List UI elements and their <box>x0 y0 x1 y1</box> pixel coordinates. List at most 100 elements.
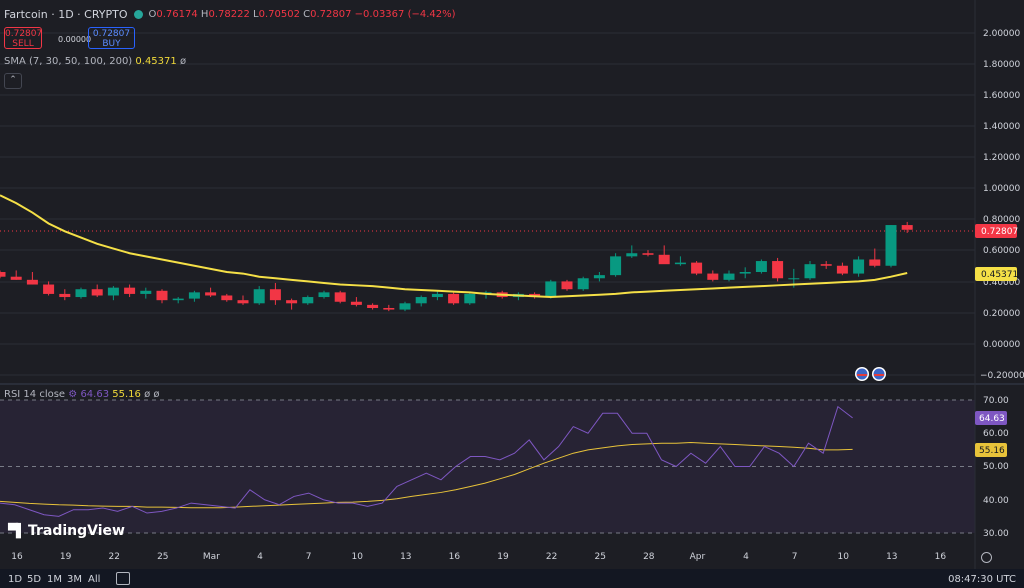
candle[interactable] <box>269 289 281 301</box>
rsi-settings-icon[interactable]: ⚙ <box>68 389 78 400</box>
candle[interactable] <box>334 292 346 302</box>
candle[interactable] <box>707 273 719 280</box>
candle[interactable] <box>188 292 200 299</box>
candle[interactable] <box>739 272 751 274</box>
x-tick-label: 22 <box>546 552 557 562</box>
candle[interactable] <box>367 304 379 309</box>
candle[interactable] <box>723 273 735 280</box>
utc-clock[interactable]: 08:47:30 UTC <box>948 574 1016 585</box>
calendar-icon[interactable] <box>116 572 130 585</box>
high-value: 0.78222 <box>208 9 250 20</box>
candle[interactable] <box>26 279 38 285</box>
us-flag-event-icon[interactable] <box>872 367 886 381</box>
candle[interactable] <box>853 259 865 274</box>
candle[interactable] <box>804 264 816 279</box>
rsi-ma-value: 55.16 <box>112 389 141 400</box>
candle[interactable] <box>901 225 913 230</box>
candle[interactable] <box>431 293 443 298</box>
rsi-line[interactable] <box>0 405 853 517</box>
candle[interactable] <box>885 225 897 266</box>
time-axis[interactable]: 16 19 22 25 Mar 4 7 10 13 16 19 22 25 28 Apr 4 7 10 13 16 <box>11 552 946 562</box>
candle[interactable] <box>0 272 6 277</box>
candle[interactable] <box>43 284 55 294</box>
candle[interactable] <box>869 259 881 266</box>
candle[interactable] <box>91 289 103 296</box>
open-value: 0.76174 <box>156 9 198 20</box>
rsi-ma-line[interactable] <box>0 442 853 509</box>
x-tick-label: 16 <box>11 552 23 562</box>
candle[interactable] <box>302 297 314 304</box>
candle[interactable] <box>253 289 265 304</box>
range-5d-button[interactable]: 5D <box>27 574 42 585</box>
candle[interactable] <box>545 281 557 298</box>
candlestick-series[interactable] <box>0 221 913 312</box>
candle[interactable] <box>561 281 573 290</box>
candle[interactable] <box>464 293 476 304</box>
candle[interactable] <box>674 262 686 265</box>
x-tick-label: 25 <box>157 552 168 562</box>
range-1d-button[interactable]: 1D <box>8 574 23 585</box>
sma-line[interactable] <box>0 194 908 299</box>
y-tick-label: 1.20000 <box>983 153 1020 163</box>
candle[interactable] <box>691 262 703 274</box>
chart-area[interactable]: 2.00000 1.80000 1.60000 1.40000 1.20000 … <box>0 0 1024 569</box>
candle[interactable] <box>593 275 605 279</box>
collapse-legend-button[interactable]: ⌃ <box>4 73 22 89</box>
candle[interactable] <box>350 301 362 305</box>
candle[interactable] <box>59 293 71 298</box>
chart-settings-gear-icon[interactable] <box>981 552 992 563</box>
candle[interactable] <box>10 276 22 280</box>
rsi-y-tick-label: 40.00 <box>983 496 1009 506</box>
us-flag-event-icon[interactable] <box>855 367 869 381</box>
candle[interactable] <box>577 278 589 290</box>
rsi-value-badge <box>975 411 1007 425</box>
range-all-button[interactable]: All <box>88 574 101 585</box>
candle[interactable] <box>788 278 800 280</box>
sell-button[interactable]: 0.72807 SELL <box>4 27 42 49</box>
candle[interactable] <box>205 292 217 296</box>
candle[interactable] <box>383 308 395 310</box>
candle[interactable] <box>415 297 427 304</box>
candle[interactable] <box>642 253 654 255</box>
candle[interactable] <box>626 253 638 257</box>
y-tick-label: 0.60000 <box>983 246 1020 256</box>
range-3m-button[interactable]: 3M <box>67 574 82 585</box>
candle[interactable] <box>318 292 330 298</box>
candle[interactable] <box>140 290 152 294</box>
candle[interactable] <box>172 298 184 301</box>
x-tick-label: 4 <box>743 552 749 562</box>
candle[interactable] <box>237 300 249 304</box>
y-tick-label: 1.80000 <box>983 60 1020 70</box>
candle[interactable] <box>124 287 136 294</box>
high-key: H <box>200 9 209 20</box>
x-tick-label: 7 <box>792 552 798 562</box>
candle[interactable] <box>755 261 767 273</box>
range-1m-button[interactable]: 1M <box>47 574 62 585</box>
rsi-legend[interactable]: RSI 14 close ⚙ 64.63 55.16 ø ø <box>4 389 160 400</box>
candle[interactable] <box>448 293 460 304</box>
x-tick-label: 25 <box>594 552 605 562</box>
rsi-ma-value-badge-text: 55.16 <box>979 446 1005 456</box>
spread-value: 0.00000 <box>58 35 92 44</box>
candle[interactable] <box>156 290 168 301</box>
candle[interactable] <box>107 287 119 296</box>
candle[interactable] <box>610 256 622 276</box>
tradingview-logo[interactable]: ▀▌ TradingView <box>8 523 125 539</box>
candle[interactable] <box>820 264 832 266</box>
candle[interactable] <box>221 295 233 301</box>
y-tick-label: 1.00000 <box>983 184 1020 194</box>
candle[interactable] <box>75 289 87 298</box>
rsi-label: RSI 14 close <box>4 389 66 400</box>
candle[interactable] <box>836 265 848 274</box>
x-tick-label: 7 <box>306 552 312 562</box>
x-tick-label: 19 <box>497 552 509 562</box>
candle[interactable] <box>658 254 670 265</box>
candle[interactable] <box>772 261 784 279</box>
symbol-title[interactable]: Fartcoin · 1D · CRYPTO <box>4 8 128 21</box>
x-tick-label: 13 <box>886 552 897 562</box>
candle[interactable] <box>399 303 411 310</box>
rsi-y-tick-label: 50.00 <box>983 462 1009 472</box>
candle[interactable] <box>286 300 298 304</box>
buy-button[interactable]: 0.72807 BUY <box>88 27 135 49</box>
sma-legend[interactable]: SMA (7, 30, 50, 100, 200) 0.45371 ø <box>4 56 186 67</box>
